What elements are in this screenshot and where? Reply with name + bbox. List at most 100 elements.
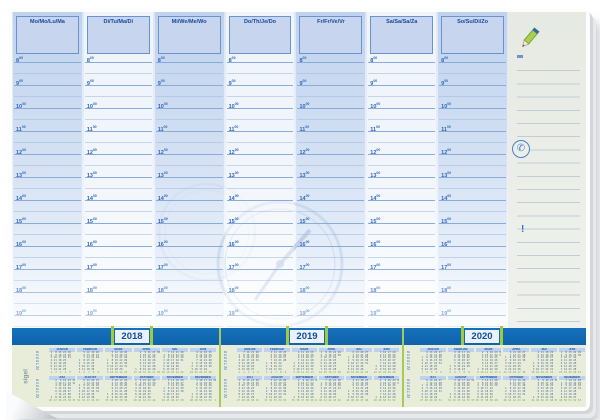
mini-month-days: 5 12 19 26 6 13 20 27 7 14 21 28 1 8 15 …: [78, 350, 100, 372]
mini-month-name: MÄRZ: [291, 348, 317, 352]
mini-month-weeknumbers: 13 14 15 16 17 18: [133, 370, 160, 374]
mini-month: FEBRUAR 4 11 18 25 5 12 19 26 6 13 20 27…: [264, 348, 290, 375]
weekday-label: Mi: [407, 356, 411, 360]
mini-month-days: 3 10 17 24 4 11 18 25 5 12 19 26 6 13 20…: [375, 350, 396, 372]
mini-month-days: 4 11 18 25 5 12 19 26 6 13 20 27 7 14 21…: [532, 350, 554, 372]
hour-minutes: 00: [163, 263, 168, 267]
mini-month-name: FEBRUAR: [77, 348, 104, 352]
mini-month-weeknumbers: 1 2 3 4 5: [420, 370, 442, 374]
hour-slot: 1300: [14, 171, 81, 200]
mini-month-weeknumbers: 5 6 7 8 9: [77, 370, 100, 374]
hour-minutes: 00: [447, 240, 452, 244]
hour-label: 1400: [299, 194, 309, 202]
hour-slot: 1100: [368, 125, 436, 154]
exclamation-icon: !: [521, 224, 525, 235]
day-header-label: So/Su/Di/Zo: [457, 19, 489, 25]
note-bullet: [517, 55, 523, 58]
day-header-label: Fr/Fr/Ve/Vr: [317, 19, 345, 25]
hour-slot: 1100: [155, 125, 223, 154]
hour-minutes: 00: [446, 125, 451, 129]
hour-label: 1700: [441, 263, 451, 271]
hour-slot: 1500: [14, 217, 81, 246]
hour-minutes: 00: [22, 263, 27, 267]
hour-label: 800: [299, 56, 306, 64]
hour-minutes: 00: [92, 263, 97, 267]
hour-minutes: 00: [92, 240, 97, 244]
mini-month-name: AUGUST: [77, 376, 104, 380]
mini-month-name: NOVEMBER: [531, 376, 558, 380]
hour-slot: 1200: [368, 148, 436, 177]
hour-number: 12: [228, 149, 235, 156]
hour-label: 900: [370, 79, 377, 87]
hour-number: 10: [370, 103, 377, 110]
mini-month-name: JANUAR: [49, 348, 76, 352]
year-divider: [219, 328, 221, 407]
hour-number: 12: [16, 149, 23, 156]
hour-number: 11: [299, 126, 306, 133]
hour-label: 1200: [299, 148, 309, 156]
weekday-label: So: [224, 396, 228, 400]
mini-month-name: OKTOBER: [133, 376, 160, 380]
hour-number: 14: [16, 195, 23, 202]
hour-minutes: 00: [376, 240, 381, 244]
mini-month-weeknumbers: 48 49 50 51 52 1: [189, 398, 217, 402]
mini-month-weeknumbers: 1 2 3 4 5: [237, 370, 259, 374]
hour-label: 1900: [441, 309, 451, 317]
hour-slot: 1600: [155, 240, 223, 269]
hour-minutes: 00: [92, 286, 97, 290]
hour-minutes: 00: [373, 56, 378, 60]
hour-slot: 900: [439, 79, 507, 108]
mini-month-weeknumbers: 40 41 42 43 44: [503, 398, 526, 402]
mini-month-name: MAI: [161, 348, 188, 352]
hour-number: 14: [441, 195, 448, 202]
hour-rows: 800 900 1000 1100 1200 1300 1400 1500 1600 1700 18…: [438, 56, 507, 328]
hour-slot: 1100: [14, 125, 81, 154]
weekday-label: Do: [407, 387, 411, 391]
tab-green-tick: [286, 326, 289, 345]
hour-label: 1600: [370, 240, 380, 248]
hour-minutes: 00: [163, 240, 168, 244]
hour-label: 800: [370, 56, 377, 64]
hour-slot: 1300: [368, 171, 436, 200]
hour-slot: 1900: [155, 309, 223, 328]
hour-label: 1800: [158, 286, 168, 294]
mini-month-weeknumbers: 40 41 42 43 44: [318, 398, 341, 402]
hour-minutes: 00: [447, 217, 452, 221]
mini-month-weeknumbers: 35 36 37 38 39: [105, 398, 128, 402]
mini-month-days: 5 12 19 26 6 13 20 27 7 14 21 28 1 8 15 …: [106, 350, 128, 372]
hour-minutes: 00: [234, 263, 239, 267]
hour-label: 1800: [441, 286, 451, 294]
mini-month-weeknumbers: 49 50 51 52 53: [559, 398, 582, 402]
mini-month-name: MAI: [531, 348, 558, 352]
hour-minutes: 00: [89, 79, 94, 83]
mini-month-days: 4 11 18 25 5 12 19 26 6 13 20 27 7 14 21…: [265, 350, 287, 372]
hour-rows: 800 900 1000 1100 1200 1300 1400 1500 1600 1700 18…: [84, 56, 153, 328]
hour-number: 15: [441, 218, 448, 225]
mini-month-weeknumbers: 31 32 33 34 35: [264, 398, 287, 402]
hour-number: 15: [299, 218, 306, 225]
hour-number: 14: [228, 195, 235, 202]
hour-label: 1400: [16, 194, 26, 202]
hour-slot: 1300: [155, 171, 223, 200]
hour-minutes: 00: [302, 79, 307, 83]
mini-month-days: 7 14 21 28 1 8 15 22 29 2 9 16 23 30 3 1…: [320, 378, 341, 400]
hour-slot: 1500: [368, 217, 436, 246]
mini-month: DEZEMBER 3 10 17 24 31 4 11 18 25 5 12 1…: [189, 376, 217, 403]
hour-number: 15: [157, 218, 164, 225]
hour-number: 9: [86, 80, 90, 87]
weekday-label: Mi: [36, 384, 40, 388]
printed-area: Mo/Mo/Lu/Ma 800 900 1000 1100 1200 1300 1400 150…: [12, 12, 586, 407]
mini-month: JULI 1 8 15 22 29 2 9 16 23 30 3 10 17 2…: [237, 376, 263, 403]
hour-label: 1100: [441, 125, 451, 133]
year-block: Mo Di Mi Do Fr Sa So JANUAR 6 13 20 27 7 14 21 …: [407, 348, 585, 404]
mini-month-weeknumbers: 27 28 29 30 31: [237, 398, 259, 402]
mini-month: FEBRUAR 3 10 17 24 4 11 18 25 5 12 19 26…: [447, 348, 474, 375]
hour-number: 12: [299, 149, 306, 156]
mini-month: SEPTEMBER 7 14 21 28 1 8 15 22 29 2 9 16…: [475, 376, 502, 403]
hour-slot: 1400: [14, 194, 81, 223]
hour-number: 8: [86, 57, 90, 64]
year-tab: 2020: [465, 330, 499, 343]
hour-slot: 1600: [14, 240, 81, 269]
mini-month: DEZEMBER 2 9 16 23 30 3 10 17 24 31 4 11…: [373, 376, 399, 403]
hour-minutes: 00: [447, 194, 452, 198]
